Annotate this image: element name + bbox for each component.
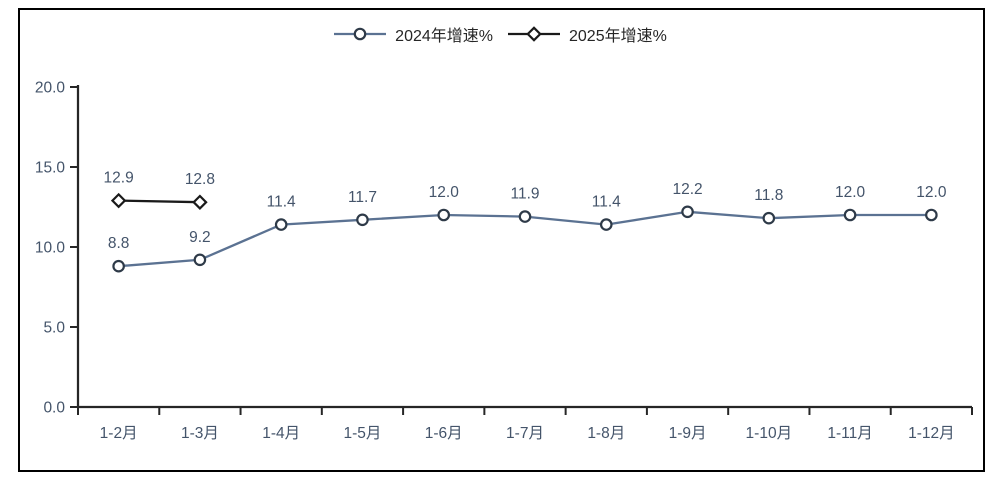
data-label: 12.0 [429, 184, 460, 201]
data-point-marker [192, 194, 208, 210]
data-point-marker [437, 208, 451, 222]
x-tick-label: 1-8月 [587, 425, 625, 442]
x-tick-label: 1-4月 [262, 425, 300, 442]
data-label: 12.0 [916, 184, 947, 201]
y-tick-label: 20.0 [35, 80, 66, 97]
x-tick-label: 1-10月 [746, 425, 793, 442]
data-label: 12.8 [185, 171, 215, 188]
data-point-marker [356, 213, 369, 227]
data-label: 11.9 [510, 186, 539, 203]
legend-item-2025: 2025年增速% [507, 22, 667, 46]
x-tick-label: 1-7月 [506, 425, 544, 442]
legend-line-diamond-icon [508, 26, 560, 42]
data-point-marker [681, 205, 694, 219]
legend-line-circle-icon [334, 27, 387, 41]
data-point-marker [112, 259, 125, 273]
data-point-marker [843, 208, 857, 222]
legend-item-2024: 2024年增速% [333, 22, 493, 46]
data-label: 12.2 [672, 181, 702, 198]
data-label: 12.0 [835, 184, 866, 201]
x-tick-label: 1-5月 [344, 425, 382, 442]
figure-border [18, 8, 985, 472]
legend-marker-circle-glyph [353, 27, 367, 41]
data-point-marker [599, 218, 613, 231]
x-tick-label: 1-11月 [827, 425, 872, 442]
legend-marker-diamond-glyph [526, 26, 542, 42]
data-label: 11.4 [592, 194, 621, 211]
y-tick-label: 10.0 [35, 240, 66, 257]
x-tick-label: 1-12月 [908, 425, 955, 442]
data-point-marker [274, 218, 288, 231]
data-label: 11.8 [754, 187, 783, 204]
legend: 2024年增速% 2025年增速% [0, 22, 1000, 46]
x-tick-label: 1-3月 [181, 425, 219, 442]
data-point-marker [925, 208, 938, 222]
legend-label-2024: 2024年增速% [395, 28, 493, 45]
data-label: 11.4 [267, 194, 296, 211]
x-tick-label: 1-9月 [669, 425, 707, 442]
data-label: 11.7 [348, 189, 377, 206]
series-line-2025 [118, 199, 200, 204]
data-label: 9.2 [189, 229, 211, 246]
data-point-marker [193, 253, 207, 267]
y-tick-label: 15.0 [35, 160, 66, 177]
x-tick-label: 1-2月 [100, 425, 138, 442]
data-point-marker [110, 192, 127, 209]
x-tick-label: 1-6月 [425, 425, 463, 442]
y-tick-label: 5.0 [43, 320, 65, 337]
data-point-marker [762, 211, 776, 225]
legend-label-2025: 2025年增速% [569, 28, 667, 45]
y-tick-label: 0.0 [43, 400, 65, 417]
data-label: 12.9 [104, 170, 134, 187]
data-point-marker [518, 210, 532, 223]
data-label: 8.8 [108, 235, 130, 252]
